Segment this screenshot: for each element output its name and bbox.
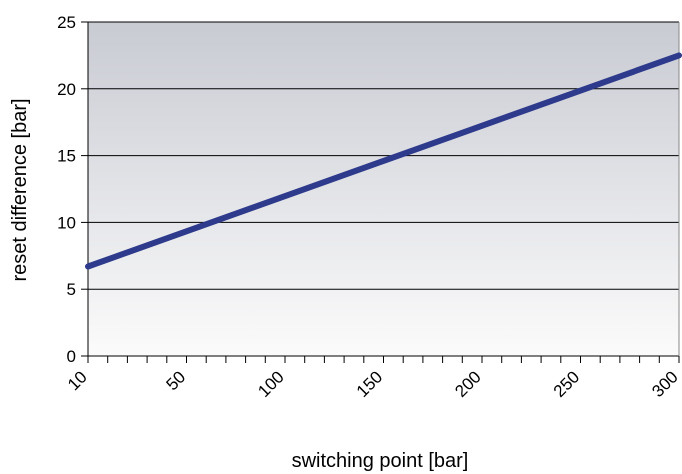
y-tick-label-10: 10 (57, 213, 76, 232)
series-line-0 (85, 52, 682, 270)
series-layer (85, 52, 682, 270)
x-tick-label-300: 300 (648, 367, 681, 400)
x-tick-label-250: 250 (550, 367, 583, 400)
y-tick-label-20: 20 (57, 80, 76, 99)
y-tick-label-15: 15 (57, 147, 76, 166)
y-tick-label-5: 5 (67, 280, 76, 299)
minor-ticks (87, 356, 680, 363)
y-tick-label-25: 25 (57, 13, 76, 32)
x-tick-label-100: 100 (254, 367, 287, 400)
x-tick-labels: 10 50 100 150 200 250 300 (64, 367, 682, 400)
x-tick-label-200: 200 (451, 367, 484, 400)
axes (81, 21, 680, 357)
x-tick-label-150: 150 (353, 367, 386, 400)
y-axis-title: reset difference [bar] (9, 98, 31, 281)
plot-area (88, 22, 679, 356)
x-tick-label-10: 10 (64, 367, 91, 394)
x-tick-label-50: 50 (163, 367, 190, 394)
y-tick-label-0: 0 (67, 347, 76, 366)
y-tick-labels: 0 5 10 15 20 25 (57, 13, 76, 366)
x-axis-title: switching point [bar] (292, 450, 469, 472)
